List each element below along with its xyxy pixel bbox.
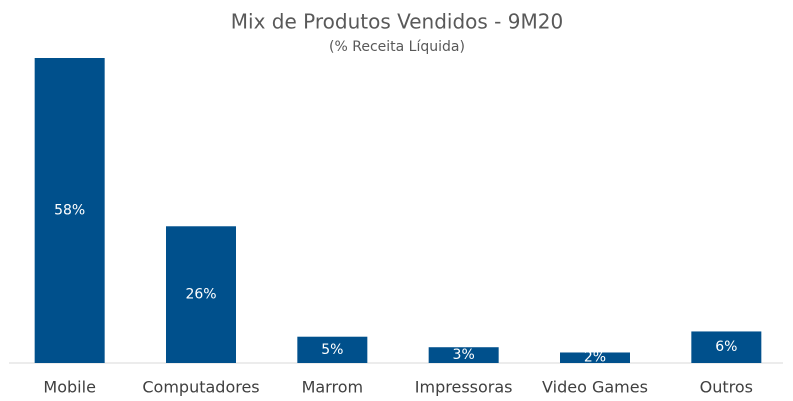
data-label: 26% (185, 287, 216, 303)
data-label: 3% (453, 347, 475, 363)
data-label: 5% (321, 342, 343, 358)
bar (34, 58, 105, 363)
x-tick-label: Impressoras (415, 378, 513, 397)
data-label: 58% (54, 203, 85, 219)
x-tick-label: Mobile (43, 378, 95, 397)
data-label: 6% (715, 339, 737, 355)
data-label: 2% (584, 350, 606, 366)
x-tick-label: Computadores (142, 378, 259, 397)
x-tick-label: Video Games (542, 378, 648, 397)
bar (691, 331, 762, 363)
chart-title: Mix de Produtos Vendidos - 9M20 (231, 10, 563, 34)
x-tick-label: Marrom (302, 378, 364, 397)
chart-subtitle: (% Receita Líquida) (329, 39, 465, 55)
bar (560, 352, 630, 363)
x-tick-label: Outros (700, 378, 753, 397)
bar (166, 226, 236, 363)
bar (297, 336, 368, 363)
bar (428, 347, 499, 363)
